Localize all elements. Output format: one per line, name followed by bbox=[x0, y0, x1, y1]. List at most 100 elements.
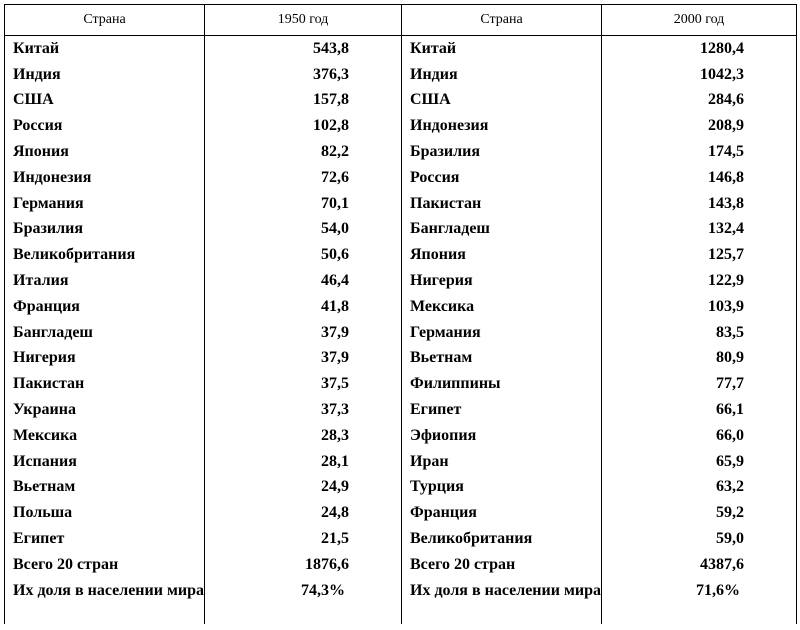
table-row: Великобритания 50,6 Япония 125,7 bbox=[4, 242, 797, 269]
country-1950-cell: Германия bbox=[4, 190, 205, 217]
table-row: Бразилия 54,0 Бангладеш 132,4 bbox=[4, 216, 797, 243]
population-1950-cell: 72,6 bbox=[204, 164, 402, 191]
country-2000-cell: Китай bbox=[401, 35, 602, 62]
country-2000-cell: Япония bbox=[401, 242, 602, 269]
population-2000-cell: 208,9 bbox=[601, 113, 797, 140]
table-row: Египет 21,5 Великобритания 59,0 bbox=[4, 526, 797, 552]
share-value-2000: 71,6% bbox=[601, 577, 797, 624]
share-row: Их доля в населении мира 74,3% Их доля в н… bbox=[4, 577, 797, 624]
table-row: Италия 46,4 Нигерия 122,9 bbox=[4, 268, 797, 294]
country-2000-cell: Германия bbox=[401, 319, 602, 346]
table-row: Испания 28,1 Иран 65,9 bbox=[4, 448, 797, 475]
population-1950-cell: 24,8 bbox=[204, 500, 402, 527]
country-1950-cell: Мексика bbox=[4, 422, 205, 449]
population-1950-cell: 37,5 bbox=[204, 371, 402, 398]
table-row: Мексика 28,3 Эфиопия 66,0 bbox=[4, 422, 797, 449]
country-1950-cell: Нигерия bbox=[4, 345, 205, 372]
population-1950-cell: 376,3 bbox=[204, 61, 402, 88]
country-2000-cell: Филиппины bbox=[401, 371, 602, 398]
population-1950-cell: 70,1 bbox=[204, 190, 402, 217]
country-2000-cell: Россия bbox=[401, 164, 602, 191]
population-2000-cell: 4387,6 bbox=[601, 551, 797, 578]
country-2000-cell: Всего 20 стран bbox=[401, 551, 602, 578]
header-year-2000: 2000 год bbox=[601, 4, 797, 36]
population-1950-cell: 82,2 bbox=[204, 139, 402, 165]
population-1950-cell: 54,0 bbox=[204, 216, 402, 243]
population-2000-cell: 66,1 bbox=[601, 397, 797, 423]
table-row: Украина 37,3 Египет 66,1 bbox=[4, 397, 797, 423]
country-2000-cell: Иран bbox=[401, 448, 602, 475]
population-1950-cell: 37,9 bbox=[204, 345, 402, 372]
share-label-1950: Их доля в населении мира bbox=[4, 577, 205, 624]
document-page: Страна 1950 год Страна 2000 год Китай 543… bbox=[4, 4, 797, 630]
country-2000-cell: Вьетнам bbox=[401, 345, 602, 372]
country-2000-cell: США bbox=[401, 87, 602, 114]
population-1950-cell: 50,6 bbox=[204, 242, 402, 269]
country-1950-cell: Польша bbox=[4, 500, 205, 527]
country-1950-cell: Всего 20 стран bbox=[4, 551, 205, 578]
table-row: Бангладеш 37,9 Германия 83,5 bbox=[4, 319, 797, 346]
header-country-2000: Страна bbox=[401, 4, 602, 36]
population-2000-cell: 146,8 bbox=[601, 164, 797, 191]
population-2000-cell: 143,8 bbox=[601, 190, 797, 217]
country-1950-cell: Индонезия bbox=[4, 164, 205, 191]
country-1950-cell: США bbox=[4, 87, 205, 114]
country-2000-cell: Бангладеш bbox=[401, 216, 602, 243]
population-1950-cell: 24,9 bbox=[204, 474, 402, 501]
table-row: США 157,8 США 284,6 bbox=[4, 87, 797, 114]
population-2000-cell: 65,9 bbox=[601, 448, 797, 475]
country-1950-cell: Бангладеш bbox=[4, 319, 205, 346]
table-row: Индия 376,3 Индия 1042,3 bbox=[4, 61, 797, 88]
population-1950-cell: 28,3 bbox=[204, 422, 402, 449]
table-row: Китай 543,8 Китай 1280,4 bbox=[4, 35, 797, 62]
country-1950-cell: Украина bbox=[4, 397, 205, 423]
population-2000-cell: 284,6 bbox=[601, 87, 797, 114]
population-2000-cell: 174,5 bbox=[601, 139, 797, 165]
population-table: Страна 1950 год Страна 2000 год Китай 543… bbox=[4, 4, 797, 624]
country-1950-cell: Россия bbox=[4, 113, 205, 140]
country-1950-cell: Бразилия bbox=[4, 216, 205, 243]
table-row: Всего 20 стран 1876,6 Всего 20 стран 4387,6 bbox=[4, 551, 797, 578]
population-2000-cell: 103,9 bbox=[601, 293, 797, 320]
country-2000-cell: Индия bbox=[401, 61, 602, 88]
country-1950-cell: Великобритания bbox=[4, 242, 205, 269]
country-2000-cell: Франция bbox=[401, 500, 602, 527]
table-row: Германия 70,1 Пакистан 143,8 bbox=[4, 190, 797, 217]
population-2000-cell: 66,0 bbox=[601, 422, 797, 449]
population-2000-cell: 125,7 bbox=[601, 242, 797, 269]
country-2000-cell: Турция bbox=[401, 474, 602, 501]
country-1950-cell: Вьетнам bbox=[4, 474, 205, 501]
country-2000-cell: Эфиопия bbox=[401, 422, 602, 449]
population-1950-cell: 543,8 bbox=[204, 35, 402, 62]
country-1950-cell: Япония bbox=[4, 139, 205, 165]
country-2000-cell: Индонезия bbox=[401, 113, 602, 140]
population-2000-cell: 63,2 bbox=[601, 474, 797, 501]
country-2000-cell: Египет bbox=[401, 397, 602, 423]
population-2000-cell: 77,7 bbox=[601, 371, 797, 398]
country-2000-cell: Мексика bbox=[401, 293, 602, 320]
header-row: Страна 1950 год Страна 2000 год bbox=[4, 4, 797, 36]
header-year-1950: 1950 год bbox=[204, 4, 402, 36]
population-2000-cell: 80,9 bbox=[601, 345, 797, 372]
table-header: Страна 1950 год Страна 2000 год bbox=[4, 4, 797, 36]
population-1950-cell: 21,5 bbox=[204, 526, 402, 552]
country-2000-cell: Нигерия bbox=[401, 268, 602, 294]
country-2000-cell: Бразилия bbox=[401, 139, 602, 165]
population-1950-cell: 28,1 bbox=[204, 448, 402, 475]
population-1950-cell: 37,9 bbox=[204, 319, 402, 346]
table-row: Нигерия 37,9 Вьетнам 80,9 bbox=[4, 345, 797, 372]
country-1950-cell: Пакистан bbox=[4, 371, 205, 398]
population-2000-cell: 122,9 bbox=[601, 268, 797, 294]
country-1950-cell: Китай bbox=[4, 35, 205, 62]
population-1950-cell: 1876,6 bbox=[204, 551, 402, 578]
country-1950-cell: Индия bbox=[4, 61, 205, 88]
population-2000-cell: 83,5 bbox=[601, 319, 797, 346]
population-2000-cell: 132,4 bbox=[601, 216, 797, 243]
country-2000-cell: Великобритания bbox=[401, 526, 602, 552]
table-row: Вьетнам 24,9 Турция 63,2 bbox=[4, 474, 797, 501]
country-1950-cell: Франция bbox=[4, 293, 205, 320]
country-1950-cell: Италия bbox=[4, 268, 205, 294]
share-value-1950: 74,3% bbox=[204, 577, 402, 624]
share-label-2000: Их доля в населении мира bbox=[401, 577, 602, 624]
population-1950-cell: 157,8 bbox=[204, 87, 402, 114]
